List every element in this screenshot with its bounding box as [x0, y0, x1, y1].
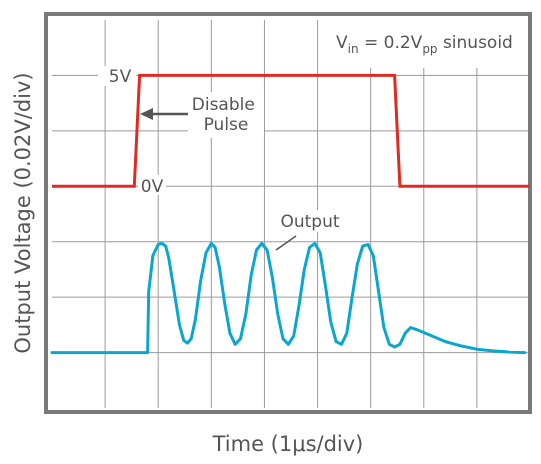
output-label: Output [280, 212, 339, 232]
label-5v-bg [98, 66, 136, 86]
vin-note: Vin = 0.2Vpp sinusoid [336, 33, 513, 56]
label-0v-bg [138, 175, 166, 195]
disable-pulse-trace [52, 73, 530, 188]
y-axis-label: Output Voltage (0.02V/div) [11, 72, 35, 353]
plot-frame [44, 12, 532, 414]
disable-pulse-label: Disable Pulse [192, 95, 260, 135]
output-label-bg [276, 210, 346, 232]
disable-pulse-arrowhead [140, 108, 153, 120]
output-trace [50, 241, 527, 355]
label-0v: 0V [141, 177, 164, 197]
vin-note-bg [328, 20, 524, 68]
x-axis-label: Time (1μs/div) [212, 432, 364, 456]
disable-pulse-label-bg [188, 92, 264, 138]
output-label-leader [275, 235, 297, 251]
label-5v: 5V [109, 67, 132, 87]
